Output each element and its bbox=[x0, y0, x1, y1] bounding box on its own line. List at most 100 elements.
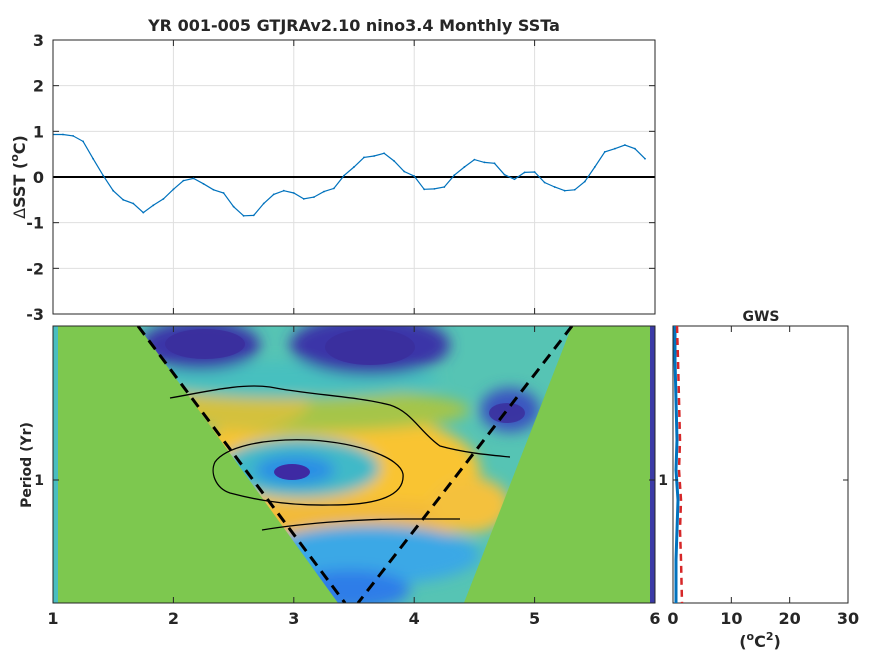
gws-x-ticks: 0 10 20 30 bbox=[667, 326, 859, 628]
significance-contour bbox=[169, 385, 511, 458]
sst-data-point bbox=[172, 188, 175, 191]
wavelet-panel: 1 2 3 4 5 6 1 Period (Yr) bbox=[19, 325, 661, 628]
sst-data-point bbox=[132, 202, 135, 205]
sst-data-point bbox=[122, 198, 125, 201]
timeseries-panel: -3 -2 -1 0 1 2 3 ΔSST (oC) bbox=[8, 31, 656, 324]
gws-y-tick-label: 1 bbox=[658, 473, 668, 489]
gws-title: GWS bbox=[742, 309, 779, 325]
sst-data-point bbox=[323, 190, 325, 193]
power-peak bbox=[274, 464, 310, 480]
sst-data-point bbox=[453, 174, 456, 177]
y-tick-label: 1 bbox=[33, 122, 44, 141]
sst-data-point bbox=[403, 170, 406, 173]
sst-data-point bbox=[262, 202, 265, 205]
outside-cone-right bbox=[464, 326, 655, 603]
significance-contour bbox=[261, 518, 460, 531]
edge-strip-right bbox=[650, 326, 655, 603]
y-label-end: C) bbox=[10, 135, 29, 154]
sst-data-point bbox=[573, 188, 576, 191]
heatmap-frame bbox=[52, 325, 656, 604]
y-tick-label: 2 bbox=[33, 77, 44, 96]
y-tick-label: 3 bbox=[33, 31, 44, 50]
sst-data-point bbox=[633, 147, 636, 150]
sst-data-point bbox=[644, 157, 646, 160]
sst-data-point bbox=[583, 180, 586, 183]
y-tick-label: 0 bbox=[33, 168, 44, 187]
x-tick-label: 5 bbox=[529, 609, 540, 628]
sst-data-point bbox=[272, 193, 275, 196]
sst-data-point bbox=[162, 198, 165, 200]
sst-data-point bbox=[483, 161, 486, 164]
y-label-delta: Δ bbox=[10, 208, 29, 219]
sst-data-point bbox=[212, 188, 215, 191]
x-label-unit: C bbox=[754, 632, 766, 651]
sst-data-point bbox=[192, 177, 195, 180]
sst-data-point bbox=[513, 178, 516, 181]
sst-data-point bbox=[493, 162, 496, 165]
y-tick-label: -2 bbox=[26, 259, 44, 278]
sst-data-point bbox=[463, 166, 466, 168]
x-label-sup1: o bbox=[747, 630, 755, 643]
sst-data-point bbox=[242, 214, 245, 217]
sst-data-point bbox=[152, 204, 155, 207]
cone-of-influence bbox=[136, 326, 574, 603]
sst-data-point bbox=[433, 187, 436, 190]
sst-data-point bbox=[222, 192, 225, 194]
sst-data-point bbox=[302, 198, 305, 200]
sst-data-point bbox=[383, 152, 385, 155]
sst-data-points bbox=[53, 133, 646, 217]
x-label-open: ( bbox=[739, 632, 746, 651]
power-blob bbox=[260, 525, 480, 585]
sst-data-point bbox=[363, 156, 365, 159]
sst-data-point bbox=[423, 188, 426, 191]
gws-significance-line bbox=[675, 326, 684, 603]
x-tick-label: 4 bbox=[409, 609, 420, 628]
sst-data-point bbox=[82, 140, 84, 143]
heatmap-x-ticks: 1 2 3 4 5 6 bbox=[47, 326, 661, 628]
x-tick-label: 1 bbox=[47, 609, 58, 628]
gws-x-tick-label: 30 bbox=[837, 609, 859, 628]
significance-contour bbox=[212, 439, 404, 506]
outside-cone-left bbox=[53, 326, 338, 603]
timeseries-frame bbox=[52, 39, 656, 315]
sst-data-point bbox=[603, 150, 606, 153]
sst-data-point bbox=[252, 214, 255, 217]
sst-data-point bbox=[473, 158, 476, 161]
gws-panel: GWS 0 10 20 30 1 (oC2) bbox=[658, 309, 859, 651]
x-tick-label: 6 bbox=[649, 609, 660, 628]
sst-data-point bbox=[232, 205, 235, 208]
chart-title: YR 001-005 GTJRAv2.10 nino3.4 Monthly SS… bbox=[147, 16, 560, 35]
sst-data-point bbox=[112, 189, 115, 192]
sst-data-point bbox=[503, 173, 506, 176]
sst-data-point bbox=[202, 182, 205, 185]
y-tick-label: -1 bbox=[26, 214, 44, 233]
sst-data-point bbox=[72, 135, 75, 137]
x-label-sup2: 2 bbox=[766, 630, 774, 643]
x-label-close: ) bbox=[773, 632, 780, 651]
power-max bbox=[325, 329, 415, 365]
sst-data-point bbox=[523, 171, 526, 174]
sst-data-point bbox=[182, 179, 185, 182]
sst-data-point bbox=[142, 211, 145, 214]
x-tick-label: 2 bbox=[168, 609, 179, 628]
y-label-sup: o bbox=[8, 154, 21, 162]
sst-data-point bbox=[102, 174, 105, 177]
sst-data-point bbox=[92, 157, 94, 160]
sst-data-point bbox=[533, 171, 536, 173]
sst-data-point bbox=[563, 189, 566, 192]
sst-data-point bbox=[332, 187, 335, 190]
heatmap-y-label: Period (Yr) bbox=[19, 422, 35, 508]
gws-plot-area bbox=[672, 325, 849, 604]
sst-data-point bbox=[553, 186, 556, 188]
sst-data-point bbox=[413, 175, 416, 177]
y-label-main: SST ( bbox=[10, 162, 29, 208]
x-tick-label: 3 bbox=[288, 609, 299, 628]
gws-spectrum-line bbox=[673, 326, 680, 603]
gws-x-label: (oC2) bbox=[739, 630, 781, 651]
sst-data-point bbox=[543, 181, 546, 184]
sst-data-point bbox=[62, 133, 64, 136]
sst-data-point bbox=[343, 174, 345, 177]
timeseries-y-label: ΔSST (oC) bbox=[8, 135, 29, 219]
sst-data-point bbox=[353, 166, 355, 168]
sst-data-point bbox=[593, 166, 596, 168]
